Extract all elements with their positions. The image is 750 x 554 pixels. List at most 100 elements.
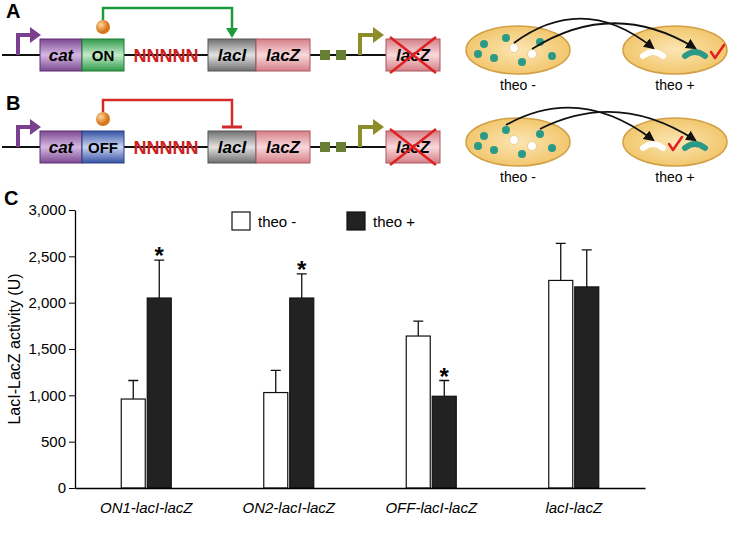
bar-series	[121, 243, 573, 488]
error-bar	[271, 370, 281, 392]
activation-arrowhead	[226, 28, 238, 38]
check-mark	[669, 137, 682, 150]
x-tick-label: lacI-lacZ	[545, 499, 603, 516]
colony	[528, 142, 537, 151]
y-tick-label: 500	[41, 433, 66, 450]
colony	[474, 142, 482, 150]
colony	[490, 54, 498, 62]
y-axis: 05001,0001,5002,0002,5003,000	[28, 201, 75, 496]
repression-line	[103, 100, 232, 127]
y-axis-line	[75, 211, 76, 489]
gene-label: lacI	[218, 138, 248, 157]
colony	[480, 132, 488, 140]
promoter-arrow	[360, 35, 374, 55]
gene-box	[40, 131, 82, 163]
y-tick: 500	[41, 433, 75, 450]
diagram-panel: AcatONNNNNNlacIlacZlacZtheo -theo +	[2, 0, 727, 93]
petri-plate	[623, 26, 727, 74]
promoter-arrow	[360, 127, 374, 147]
x-axis: ON1-lacI-lacZ ON2-lacI-lacZ OFF-lacI-lacZ l…	[76, 488, 646, 516]
promoter-arrow	[18, 127, 31, 147]
y-tick: 2,000	[28, 294, 75, 311]
plot-area	[121, 243, 599, 488]
bar	[575, 287, 599, 488]
legend-label: theo +	[373, 213, 415, 230]
switch-box	[82, 131, 124, 163]
error-bar	[413, 321, 423, 336]
streak	[685, 144, 705, 148]
switch-box	[82, 39, 124, 71]
error-bar	[556, 243, 566, 280]
x-tick-label: ON1-lacI-lacZ	[100, 499, 193, 516]
transfer-arrow	[514, 19, 653, 48]
plate-label: theo +	[655, 77, 694, 93]
significance-mark: *	[440, 363, 450, 390]
panel-label: C	[4, 187, 18, 209]
gene-box	[40, 39, 82, 71]
ligand	[96, 20, 110, 34]
switch-label: OFF	[88, 139, 118, 156]
panel-label: A	[6, 0, 20, 22]
colony	[518, 150, 526, 158]
bar	[121, 399, 145, 488]
promoter-arrowhead	[30, 119, 41, 135]
y-tick-label: 3,000	[28, 201, 66, 218]
y-tick-label: 0	[58, 479, 66, 496]
ligand	[96, 112, 110, 126]
y-tick: 0	[58, 479, 75, 496]
colony	[528, 50, 537, 59]
transfer-arrow	[540, 112, 695, 140]
colony	[490, 146, 498, 154]
plate-label: theo -	[500, 169, 536, 185]
linker-label: NNNNN	[134, 138, 199, 158]
colony	[536, 130, 544, 138]
x-tick: ON1-lacI-lacZ	[100, 488, 193, 516]
y-tick-mark	[69, 395, 75, 396]
x-tick-label: OFF-lacI-lacZ	[385, 499, 478, 516]
bar	[147, 298, 171, 488]
figure: AcatONNNNNNlacIlacZlacZtheo -theo +BcatO…	[0, 0, 750, 554]
significance-mark: *	[155, 242, 165, 269]
gene-box	[208, 39, 256, 71]
colony	[518, 58, 526, 66]
x-tick: lacI-lacZ	[545, 488, 603, 516]
y-tick-mark	[69, 256, 75, 257]
streak	[685, 52, 705, 56]
check-mark	[711, 45, 724, 58]
y-tick: 1,500	[28, 340, 75, 357]
petri-plate	[623, 118, 727, 166]
terminator	[320, 142, 330, 152]
y-tick-mark	[69, 303, 75, 304]
colony	[510, 136, 519, 145]
x-tick-label: ON2-lacI-lacZ	[242, 499, 335, 516]
colony	[474, 50, 482, 58]
error-bar	[128, 381, 138, 400]
switch-label: ON	[92, 47, 115, 64]
streak	[643, 52, 663, 56]
bar	[264, 393, 288, 488]
plate-label: theo -	[500, 77, 536, 93]
y-tick-mark	[69, 488, 75, 489]
colony	[548, 144, 556, 152]
gene-label: lacZ	[266, 46, 301, 65]
y-axis-title: LacI-LacZ activity (U)	[6, 273, 23, 424]
gene-box	[256, 131, 310, 163]
panel-label: B	[6, 92, 20, 114]
significance-mark: *	[297, 256, 307, 283]
plate-label: theo +	[655, 169, 694, 185]
x-axis-line	[76, 488, 646, 489]
error-bar	[582, 250, 592, 287]
y-tick-label: 1,000	[28, 387, 66, 404]
legend-swatch	[232, 212, 250, 230]
gene-label: lacI	[218, 46, 248, 65]
y-tick-mark	[69, 210, 75, 211]
bar	[406, 336, 430, 488]
petri-plate	[466, 118, 570, 166]
terminator	[336, 50, 346, 60]
repression-bar	[222, 126, 242, 129]
colony	[502, 126, 510, 134]
y-tick-mark	[69, 442, 75, 443]
terminator	[336, 142, 346, 152]
transfer-arrow	[506, 108, 653, 140]
bar	[290, 298, 314, 488]
